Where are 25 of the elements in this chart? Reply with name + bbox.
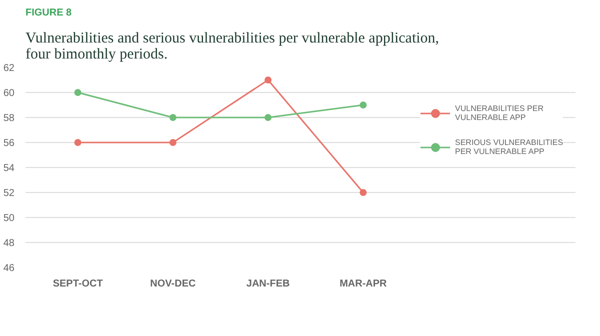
point <box>360 102 367 108</box>
caption: FIGURE 8 <box>26 8 72 18</box>
point <box>169 139 176 146</box>
chart-title: Vulnerabilities and serious vulnerabilities per vulnerable application, four bimonthly periods. <box>26 30 440 62</box>
y-tick-label: 54 <box>3 163 15 174</box>
x-tick-label: MAR-APR <box>340 278 388 290</box>
y-tick-label: 46 <box>3 263 15 274</box>
x-tick-label: SEPT-OCT <box>52 278 103 290</box>
y-tick-label: 56 <box>3 138 15 149</box>
legend-label: SERIOUS VULNERABILITIES PER VULNERABLE APP <box>455 138 564 156</box>
y-tick-label: 50 <box>3 213 15 224</box>
y-tick-label: 58 <box>3 113 15 124</box>
legend-label: VULNERABILITIES PER VULNERABLE APP <box>455 104 544 122</box>
y-tick-label: 62 <box>3 63 15 74</box>
y-tick-label: 48 <box>3 238 15 249</box>
y-tick-label: 60 <box>3 88 15 99</box>
x-tick-label: JAN-FEB <box>246 278 290 290</box>
x-tick-label: NOV-DEC <box>150 278 196 290</box>
point <box>264 76 272 84</box>
point <box>74 89 82 96</box>
point <box>74 139 82 146</box>
point <box>360 189 367 196</box>
point <box>264 114 272 121</box>
point <box>169 114 176 121</box>
y-tick-label: 52 <box>3 188 15 199</box>
